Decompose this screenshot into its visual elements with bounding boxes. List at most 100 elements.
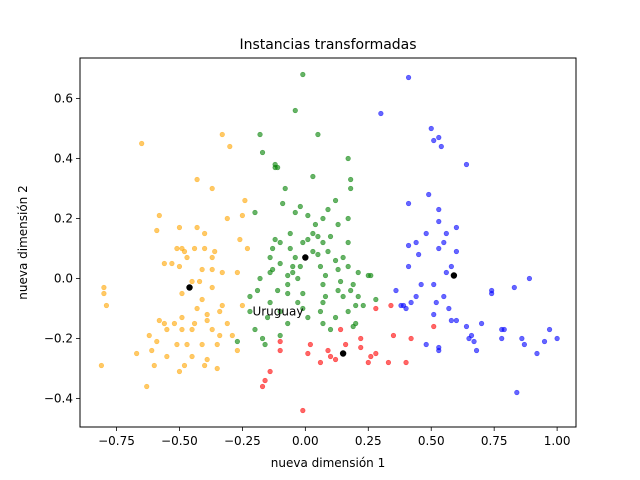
data-point [264, 314, 271, 321]
x-tick-label: −0.75 [98, 434, 135, 448]
data-point [295, 275, 301, 282]
data-point [171, 320, 178, 327]
data-point [300, 290, 306, 297]
data-point [144, 383, 150, 390]
data-point [277, 260, 283, 267]
data-point [433, 299, 439, 306]
data-point [405, 74, 412, 81]
data-point [267, 368, 273, 375]
data-point [327, 233, 334, 240]
data-point [350, 281, 356, 288]
data-point [405, 263, 412, 270]
data-point [176, 263, 183, 270]
data-point [373, 350, 379, 357]
data-point [373, 296, 379, 303]
data-point [405, 200, 412, 207]
data-point [388, 302, 394, 309]
data-point [259, 383, 266, 390]
data-point [463, 323, 470, 330]
data-point [337, 326, 344, 333]
data-point [365, 359, 371, 366]
series-0 [98, 131, 251, 390]
data-point [463, 161, 470, 168]
y-tick-label: 0.2 [54, 212, 73, 226]
data-point [408, 335, 414, 342]
data-point [305, 314, 311, 321]
data-point [431, 311, 437, 318]
data-point [290, 263, 296, 270]
data-point [345, 263, 351, 270]
data-point [300, 239, 306, 246]
data-point [478, 320, 485, 327]
data-point [257, 275, 263, 282]
data-point [176, 368, 183, 375]
data-point [292, 254, 298, 261]
data-point [390, 332, 397, 339]
data-point [343, 341, 349, 348]
data-point [98, 362, 105, 369]
data-point [199, 296, 205, 303]
data-point [519, 335, 525, 342]
data-point [237, 236, 243, 243]
data-point [443, 269, 449, 276]
data-point [164, 326, 170, 333]
data-point [239, 212, 245, 219]
data-point [322, 272, 329, 279]
data-point [325, 347, 331, 354]
data-point [285, 320, 291, 327]
data-point [295, 299, 301, 306]
data-point [184, 254, 190, 261]
data-point [252, 209, 258, 216]
data-point [219, 131, 225, 138]
data-point [453, 224, 460, 231]
data-point [310, 230, 316, 237]
data-point [234, 347, 240, 354]
data-point [436, 134, 442, 141]
x-tick-label: 1.00 [544, 434, 571, 448]
data-point [325, 206, 331, 213]
data-point [247, 308, 253, 315]
data-point [353, 302, 359, 309]
data-point [282, 185, 288, 192]
data-point [259, 335, 266, 342]
data-point [247, 293, 253, 300]
data-point [189, 278, 195, 285]
data-point [327, 353, 334, 360]
data-point [270, 245, 276, 252]
data-point [101, 290, 107, 297]
data-point [355, 269, 361, 276]
data-point [151, 362, 157, 369]
data-point [332, 197, 339, 204]
data-point [360, 302, 366, 309]
data-point [280, 200, 286, 207]
data-point [209, 254, 215, 261]
data-point [179, 290, 185, 297]
x-tick-label: −0.25 [224, 434, 261, 448]
data-point [320, 299, 326, 306]
data-point [272, 236, 278, 243]
data-point [332, 314, 339, 321]
data-point [242, 197, 248, 204]
data-point [224, 215, 230, 222]
data-point [202, 362, 208, 369]
data-point [473, 347, 480, 354]
data-point [202, 245, 208, 252]
data-point [300, 305, 306, 312]
data-point [348, 176, 354, 183]
data-point [416, 251, 422, 258]
data-point [489, 287, 495, 294]
data-point [521, 341, 527, 348]
data-point [403, 359, 409, 366]
data-point [194, 176, 200, 183]
data-point [217, 332, 223, 339]
data-point [353, 320, 359, 327]
data-point [275, 164, 281, 171]
data-point [214, 365, 220, 372]
data-point [174, 341, 180, 348]
data-point [373, 305, 379, 312]
data-point [292, 209, 298, 216]
data-point [139, 140, 145, 147]
data-point [317, 359, 324, 366]
data-point [277, 332, 283, 339]
